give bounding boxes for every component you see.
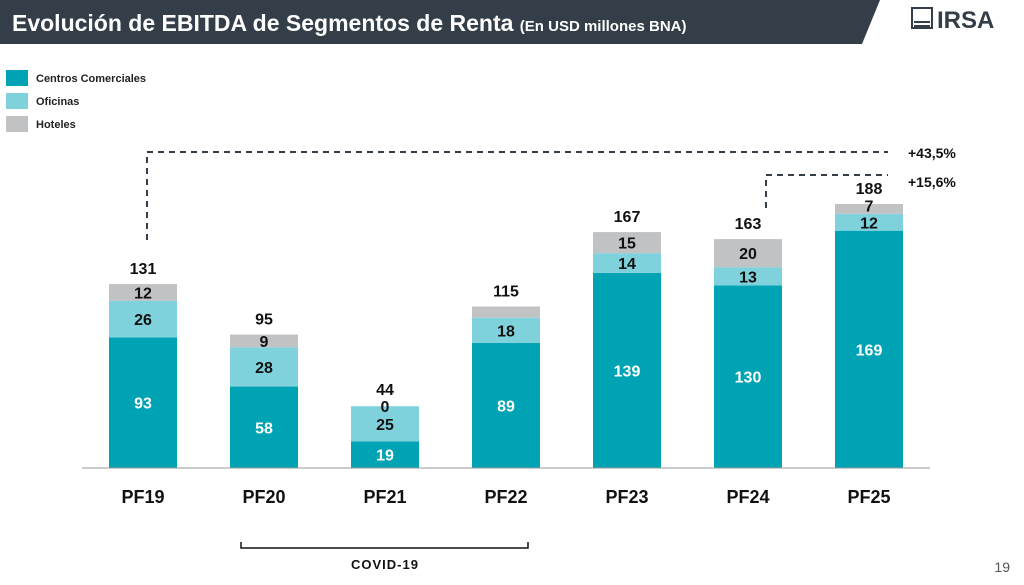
total-label: 188 [856,181,883,198]
legend-swatch [6,93,28,109]
bar-segment [109,337,177,468]
bar-segment [472,317,540,344]
category-label: PF20 [242,487,285,507]
segment-label: 13 [739,269,757,286]
legend-label: Centros Comerciales [36,73,146,85]
svg-text:IRSA: IRSA [937,7,994,34]
page-title: Evolución de EBITDA de Segmentos de Rent… [12,10,686,36]
segment-label: 15 [618,236,636,253]
legend-swatch [6,70,28,86]
header-bar [0,0,880,44]
bar-segment [351,441,419,468]
total-label: 44 [376,382,394,399]
segment-label: 58 [255,420,273,437]
segment-label: 14 [618,256,636,273]
page-number: 19 [994,559,1010,575]
segment-label: 0 [381,399,390,416]
category-label: PF23 [605,487,648,507]
segment-label: 19 [376,448,394,465]
category-label: PF19 [121,487,164,507]
bar-segment [109,300,177,338]
category-label: PF25 [847,487,890,507]
segment-label: 93 [134,396,152,413]
bar-segment [835,204,903,214]
bar-segment [714,267,782,286]
bar-segment [593,232,661,254]
segment-label: 25 [376,417,394,434]
bar-segment [593,272,661,468]
covid-label: COVID-19 [351,557,419,572]
total-label: 163 [735,216,762,233]
bar-segment [472,343,540,468]
growth-label: +15,6% [908,174,956,190]
growth-label: +43,5% [908,145,956,161]
segment-label: 28 [255,360,273,377]
bar-segment [835,230,903,468]
covid-bracket [240,542,529,549]
total-label: 95 [255,312,273,329]
legend-label: Oficinas [36,96,79,108]
bar-segment [593,253,661,273]
category-label: PF24 [726,487,769,507]
bar-segment [230,334,298,348]
bar-segment [230,347,298,387]
legend-label: Hoteles [36,119,76,131]
segment-label: 9 [260,334,269,351]
segment-label: 26 [134,312,152,329]
category-label: PF21 [363,487,406,507]
segment-label: 20 [739,246,757,263]
segment-label: 89 [497,399,515,416]
bar-segment [230,386,298,468]
segment-label: 139 [614,363,641,380]
segment-label: 12 [860,215,878,232]
growth-line-pf19 [146,151,888,240]
category-label: PF22 [484,487,527,507]
segment-label: 12 [134,285,152,302]
bar-segment [714,239,782,268]
legend: Centros Comerciales Oficinas Hoteles [6,70,146,132]
total-label: 131 [130,261,157,278]
segment-label: 130 [735,370,762,387]
bar-segment [714,285,782,468]
segment-label: 7 [865,198,874,215]
segment-label: 18 [497,323,515,340]
bar-segment [835,213,903,231]
growth-line-pf24 [765,174,888,208]
bar-segment [109,284,177,301]
bar-segment [472,306,540,318]
segment-label: 169 [856,342,883,359]
bar-segment [351,406,419,442]
irsa-logo: IRSA [911,7,994,34]
legend-swatch [6,116,28,132]
total-label: 167 [614,209,641,226]
total-label: 115 [493,284,519,301]
